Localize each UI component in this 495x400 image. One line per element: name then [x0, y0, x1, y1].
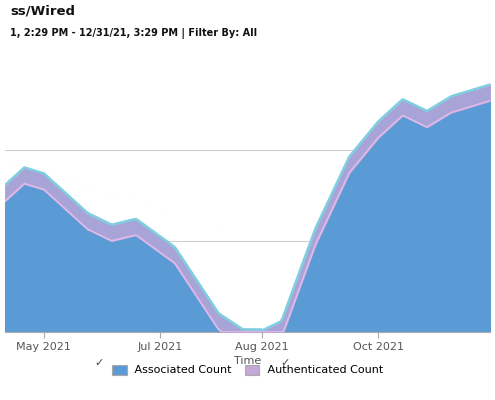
Text: ✓: ✓ — [95, 358, 103, 368]
Legend:  Associated Count,  Authenticated Count: Associated Count, Authenticated Count — [112, 365, 383, 375]
Text: ✓: ✓ — [280, 358, 289, 368]
Text: 1, 2:29 PM - 12/31/21, 3:29 PM | Filter By: All: 1, 2:29 PM - 12/31/21, 3:29 PM | Filter … — [10, 28, 257, 39]
X-axis label: Time: Time — [234, 356, 261, 366]
Text: ss/Wired: ss/Wired — [10, 4, 75, 17]
